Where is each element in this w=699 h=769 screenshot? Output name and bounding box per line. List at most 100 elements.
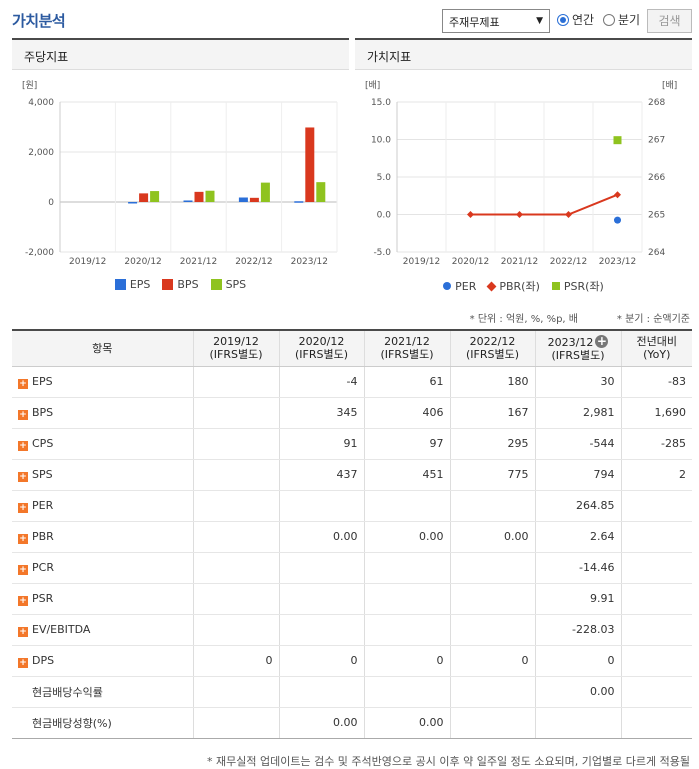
expand-plus-icon[interactable]: +	[18, 533, 28, 544]
column-header: 2020/12 (IFRS별도)	[278, 330, 364, 367]
row-label-cell[interactable]: + PBR	[12, 521, 193, 553]
row-label-cell[interactable]: + EV/EBITDA	[12, 614, 193, 646]
table-row: + PBR 0.00 0.00 0.00 2.64	[12, 521, 692, 553]
panel-title: 가치지표	[355, 40, 692, 70]
radio-unchecked-icon	[603, 13, 615, 26]
legend-label: PSR(좌)	[563, 280, 604, 293]
column-period: 2019/12	[213, 335, 259, 349]
table-cell: 451	[363, 459, 450, 491]
table-cell: 0	[363, 645, 450, 677]
table-cell: 0.00	[363, 521, 450, 553]
table-cell: -83	[620, 366, 692, 398]
y-tick-label: 2,000	[28, 148, 54, 158]
expand-plus-icon[interactable]: +	[18, 595, 28, 606]
row-label-cell: 현금배당수익률	[12, 676, 193, 708]
column-basis: (IFRS별도)	[209, 348, 263, 362]
row-label-cell[interactable]: + BPS	[12, 397, 193, 429]
table-row: + PCR -14.46	[12, 552, 692, 584]
table-cell	[192, 366, 279, 398]
row-label-cell[interactable]: + CPS	[12, 428, 193, 460]
y-tick-label-right: 265	[648, 211, 665, 221]
legend-item[interactable]: PSR(좌)	[551, 278, 604, 294]
table-cell	[192, 583, 279, 615]
table-cell: 167	[449, 397, 535, 429]
radio-annual[interactable]: 연간	[557, 11, 594, 28]
table-cell: -14.46	[534, 552, 621, 584]
panel-title: 주당지표	[12, 40, 349, 70]
unit-note: * 단위 : 억원, %, %p, 배	[469, 314, 578, 325]
expand-plus-icon[interactable]: +	[18, 657, 28, 668]
expand-plus-icon[interactable]: +	[18, 409, 28, 420]
column-header: 2019/12 (IFRS별도)	[192, 330, 279, 367]
table-cell: 264.85	[534, 490, 621, 522]
bar-eps	[294, 201, 304, 203]
search-button[interactable]: 검색	[647, 9, 692, 33]
table-cell	[449, 676, 535, 708]
quarter-note: * 분기 : 순액기준	[616, 314, 690, 325]
row-label-cell[interactable]: + SPS	[12, 459, 193, 491]
chart-legend: EPS BPS SPS	[12, 278, 349, 291]
column-basis: (IFRS별도)	[380, 348, 434, 362]
table-cell	[620, 707, 692, 739]
row-label-cell[interactable]: + PCR	[12, 552, 193, 584]
y-tick-label: 4,000	[28, 98, 54, 108]
legend-item[interactable]: BPS	[162, 278, 199, 291]
row-label-cell[interactable]: + PSR	[12, 583, 193, 615]
table-cell	[620, 645, 692, 677]
legend-item[interactable]: PBR(좌)	[486, 278, 540, 294]
top-bar: 가치분석 주재무제표 ▼ 연간 분기 검색	[0, 0, 699, 38]
table-cell	[192, 676, 279, 708]
table-cell: 9.91	[534, 583, 621, 615]
expand-plus-icon[interactable]: +	[18, 502, 28, 513]
table-cell: 180	[449, 366, 535, 398]
table-cell: -228.03	[534, 614, 621, 646]
radio-quarter-label: 분기	[618, 13, 641, 27]
row-label: CPS	[32, 436, 54, 450]
table-cell: -4	[278, 366, 364, 398]
legend-item[interactable]: PER	[443, 278, 476, 294]
expand-plus-icon[interactable]: +	[18, 440, 28, 451]
table-cell	[278, 583, 364, 615]
y-tick-label-right: 268	[648, 98, 665, 108]
column-header-item: 항목	[12, 330, 193, 367]
y-tick-label-left: 15.0	[371, 98, 391, 108]
row-label: 현금배당수익률	[32, 685, 103, 699]
bar-bps	[194, 191, 204, 202]
table-cell: 437	[278, 459, 364, 491]
row-label-cell[interactable]: + EPS	[12, 366, 193, 398]
table-cell	[192, 459, 279, 491]
table-header-row: 항목 2019/12 (IFRS별도) 2020/12 (IFRS별도) 2021/12…	[12, 330, 692, 367]
point-PBR(좌)	[565, 211, 572, 218]
radio-quarter[interactable]: 분기	[603, 11, 640, 28]
x-tick-label: 2023/12	[291, 257, 328, 267]
expand-plus-icon[interactable]: +	[595, 333, 609, 348]
row-label-cell[interactable]: + DPS	[12, 645, 193, 677]
table-cell	[192, 707, 279, 739]
expand-plus-icon[interactable]: +	[18, 564, 28, 575]
valuation-chart: [배] [배] 15.0 10.0 5.0 0.0 -5.0 268 267 266 265 264 2…	[365, 80, 677, 267]
legend-marker	[443, 282, 452, 290]
expand-plus-icon[interactable]: +	[18, 378, 28, 389]
column-header: 전년대비 (YoY)	[620, 330, 692, 367]
point-PBR(좌)	[467, 211, 474, 218]
legend-item[interactable]: EPS	[114, 278, 150, 291]
table-cell: 1,690	[620, 397, 692, 429]
expand-plus-icon[interactable]: +	[18, 471, 28, 482]
legend-item[interactable]: SPS	[210, 278, 246, 291]
column-header: 2021/12 (IFRS별도)	[363, 330, 450, 367]
point-PBR(좌)	[614, 191, 621, 199]
x-tick-label: 2019/12	[69, 257, 106, 267]
bar-sps	[260, 182, 270, 202]
row-label-cell[interactable]: + PER	[12, 490, 193, 522]
per-share-panel: 주당지표 [원] 4,000 2,000 0 -2,000 2019/12 2020/12 2…	[12, 38, 349, 296]
table-cell	[363, 583, 450, 615]
column-basis: (YoY)	[643, 348, 671, 362]
expand-plus-icon[interactable]: +	[18, 626, 28, 637]
table-cell	[363, 490, 450, 522]
bar-sps	[316, 182, 326, 202]
y-tick-label-right: 267	[648, 136, 665, 146]
y-axis-unit-left: [배]	[365, 80, 380, 91]
y-tick-label-right: 266	[648, 173, 665, 183]
statement-select[interactable]: 주재무제표 ▼	[442, 9, 550, 33]
table-cell	[620, 676, 692, 708]
